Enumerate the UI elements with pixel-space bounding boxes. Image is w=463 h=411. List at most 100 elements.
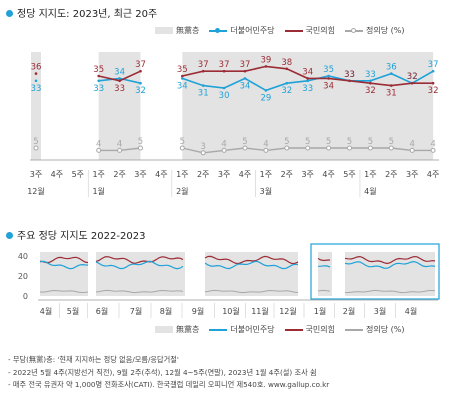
x-tick-label: 2주: [113, 170, 125, 179]
data-point: [431, 81, 435, 85]
data-point: [138, 145, 143, 151]
y-tick-label: 40: [18, 252, 28, 261]
legend-justice: 정의당 (%): [345, 324, 404, 335]
top-legend: 無黨층 더불어민주당 국민의힘 정의당 (%): [155, 25, 410, 36]
series-line-democratic: [317, 265, 331, 268]
data-label: 4: [117, 139, 122, 149]
data-label: 32: [365, 86, 376, 96]
data-point: [388, 145, 394, 151]
area-swatch-icon: [155, 27, 173, 34]
data-point: [179, 145, 185, 151]
data-point: [409, 147, 415, 153]
data-label: 29: [260, 93, 271, 103]
line-swatch-icon: [209, 328, 228, 331]
data-point: [33, 145, 39, 151]
series-line-ppp: [317, 257, 331, 262]
independent-area: [31, 52, 41, 160]
data-point: [285, 81, 289, 85]
data-point: [181, 74, 184, 78]
bullet-icon: [6, 10, 13, 17]
independent-area: [96, 252, 185, 296]
data-label: 37: [219, 60, 230, 70]
series-line-justice: [317, 289, 331, 292]
y-tick-label: 20: [18, 272, 28, 281]
data-point: [326, 145, 332, 151]
data-label: 38: [281, 58, 292, 68]
month-label: 4월: [364, 186, 376, 196]
data-label: 30: [219, 91, 230, 101]
data-label: 5: [305, 137, 310, 147]
x-tick-label: 1월: [314, 306, 326, 316]
data-point: [222, 86, 226, 90]
data-label: 32: [281, 86, 292, 96]
x-tick-label: 5월: [67, 306, 79, 316]
data-point: [306, 77, 310, 80]
data-point: [201, 84, 205, 87]
x-tick-label: 3주: [406, 170, 418, 179]
series-line-ppp: [344, 255, 436, 265]
bottom-line-chart: 0 20 40 4월 5월 6월 7월 8월 9월 10월 11월 12월 1월 2월 3월 4월: [18, 243, 440, 318]
x-tick-label: 5주: [343, 170, 355, 179]
recent-20-weeks-highlight: [310, 243, 440, 300]
data-label: 32: [407, 72, 418, 82]
data-label: 33: [31, 84, 42, 94]
footnotes: - 무당(無黨)층: '현재 지지하는 정당 없음/모름/응답거절' - 202…: [8, 354, 329, 392]
x-tick-label: 4월: [40, 306, 52, 316]
data-point: [181, 77, 184, 80]
series-line-justice: [344, 289, 436, 294]
data-label: 5: [326, 137, 331, 147]
series-line-democratic: [204, 260, 299, 270]
data-point: [390, 72, 393, 75]
data-label: 34: [240, 81, 251, 91]
series-line-ppp: [39, 256, 89, 264]
month-label: 1월: [92, 186, 104, 196]
data-label: 5: [138, 137, 143, 147]
data-point: [34, 79, 38, 83]
data-label: 5: [284, 137, 289, 147]
data-label: 39: [260, 55, 271, 65]
legend-democratic: 더불어민주당: [209, 25, 275, 36]
data-point: [200, 150, 206, 156]
series-line-democratic: [95, 260, 184, 270]
series-line-democratic: [39, 260, 89, 270]
legend-democratic: 더불어민주당: [209, 324, 275, 335]
x-tick-label: 4주: [427, 170, 439, 179]
data-label: 32: [428, 86, 439, 96]
data-point: [243, 77, 247, 80]
data-point: [139, 81, 142, 85]
data-point: [284, 145, 290, 151]
x-tick-label: 4주: [51, 170, 63, 179]
x-tick-label: 3주: [30, 170, 42, 179]
data-label: 33: [344, 70, 355, 80]
data-label: 33: [344, 70, 355, 80]
month-label: 12월: [27, 186, 45, 196]
data-point: [117, 147, 123, 153]
data-point: [347, 145, 352, 151]
data-label: 32: [407, 72, 418, 82]
x-tick-label: 6월: [96, 306, 108, 316]
area-swatch-icon: [155, 326, 173, 333]
top-chart-title: 정당 지지도: 2023년, 최근 20주: [6, 5, 157, 20]
footnote: - 2022년 5월 4주(지방선거 직전), 9월 2주(추석), 12월 4…: [8, 367, 317, 377]
x-tick-label: 4주: [322, 170, 334, 179]
x-tick-label: 3주: [301, 170, 313, 179]
data-point: [96, 147, 102, 153]
series-line-ppp: [204, 255, 299, 265]
footnote: - 무당(無黨)층: '현재 지지하는 정당 없음/모름/응답거절': [8, 355, 179, 364]
independent-area: [318, 252, 332, 296]
x-tick-label: 2주: [197, 170, 209, 179]
x-tick-label: 2월: [343, 306, 355, 316]
x-tick-label: 9월: [192, 306, 204, 316]
data-label: 37: [198, 60, 209, 70]
data-point: [222, 69, 226, 73]
data-point: [139, 69, 142, 73]
data-point: [97, 79, 100, 83]
data-label: 5: [389, 137, 394, 147]
data-point: [243, 69, 247, 73]
legend-ppp: 국민의힘: [284, 25, 335, 36]
data-label: 33: [365, 70, 376, 80]
month-label: 2월: [176, 186, 188, 196]
data-point: [264, 89, 268, 92]
data-point: [264, 65, 268, 68]
